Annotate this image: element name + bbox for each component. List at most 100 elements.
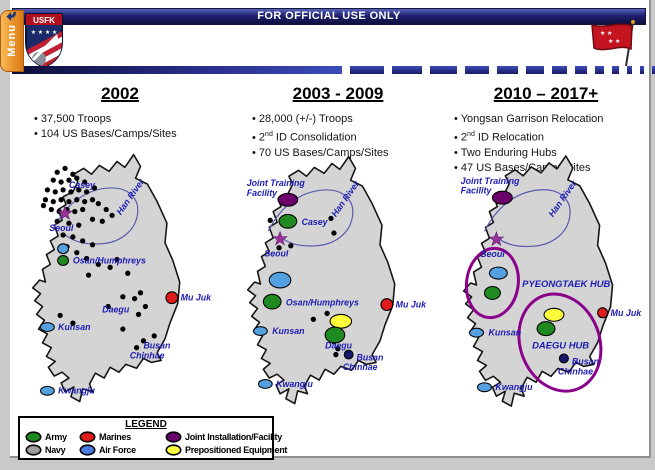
legend-item-label: Navy bbox=[45, 445, 66, 455]
bullet-item: 70 US Bases/Camps/Sites bbox=[252, 146, 438, 161]
timeline-dash bbox=[640, 66, 644, 74]
base-dot bbox=[135, 311, 142, 318]
timeline-dash bbox=[350, 66, 384, 74]
base-dot bbox=[331, 230, 337, 236]
column-title: 2002 bbox=[101, 84, 139, 103]
usfk-logo-text: USFK bbox=[33, 16, 55, 25]
base-dot bbox=[95, 261, 102, 268]
base-dot bbox=[109, 212, 115, 219]
timeline-dash bbox=[652, 66, 655, 74]
prepositioned-marker bbox=[543, 307, 565, 322]
timeline-dash bbox=[465, 66, 489, 74]
timeline-dash bbox=[497, 66, 518, 74]
base-dot bbox=[66, 177, 72, 183]
timeline-dash bbox=[595, 66, 604, 74]
column-2010-2017: 2010 – 2017+ Yongsan Garrison Relocation… bbox=[440, 84, 652, 176]
legend-swatch-icon bbox=[165, 431, 182, 443]
base-dot bbox=[74, 175, 80, 181]
base-dot bbox=[83, 255, 90, 262]
map-label-daegu: Daegu bbox=[102, 304, 130, 314]
base-dot bbox=[324, 310, 330, 317]
timeline-dash bbox=[430, 66, 457, 74]
base-dot bbox=[89, 197, 96, 203]
joint-marker bbox=[277, 192, 299, 207]
base-dot bbox=[72, 208, 78, 215]
bullet-item: Two Enduring Hubs bbox=[454, 146, 652, 161]
base-dot bbox=[44, 187, 51, 193]
base-dot bbox=[80, 206, 86, 213]
legend: LEGEND Army Marines Joint Installation/Fac… bbox=[18, 416, 287, 460]
base-dot bbox=[76, 187, 82, 193]
base-dot bbox=[131, 296, 138, 302]
menu-tab-label: Menu bbox=[6, 24, 18, 57]
army-marker bbox=[483, 285, 501, 300]
seoul-star-icon bbox=[57, 205, 73, 221]
base-dot bbox=[57, 312, 63, 318]
base-dot bbox=[133, 345, 140, 351]
map-label-daegu: Daegu bbox=[325, 341, 353, 351]
map-label-seoul: Seoul bbox=[49, 223, 74, 233]
column-bullets: 28,000 (+/-) Troops2nd ID Consolidation7… bbox=[238, 112, 438, 161]
base-dot bbox=[99, 218, 105, 224]
map-label-busan: Busan bbox=[143, 341, 171, 351]
bullet-item: 2nd ID Consolidation bbox=[252, 127, 438, 146]
timeline-dash bbox=[552, 66, 567, 74]
map-label-chinhae: Chinhae bbox=[558, 366, 593, 376]
four-star-flag: ★ ★ ★ ★ bbox=[591, 20, 635, 67]
base-dot bbox=[54, 169, 60, 175]
base-dot bbox=[60, 187, 66, 193]
army-marker bbox=[262, 293, 282, 310]
legend-item-label: Army bbox=[45, 432, 67, 442]
legend-swatch-icon bbox=[25, 431, 42, 443]
air-force-marker bbox=[257, 379, 273, 389]
hub-circle bbox=[517, 292, 603, 393]
legend-swatch-icon bbox=[79, 444, 96, 456]
base-dot bbox=[151, 333, 157, 339]
flag-stars-2: ★ ★ bbox=[608, 38, 620, 45]
base-dot bbox=[89, 216, 96, 222]
bullet-item: 28,000 (+/-) Troops bbox=[252, 112, 438, 127]
base-dot bbox=[60, 232, 66, 238]
joint-marker bbox=[491, 190, 513, 205]
map-label-kunsan: Kunsan bbox=[58, 322, 91, 332]
korea-map-2002: Casey Han RiverSeoulOsan/HumphreysDaeguMu… bbox=[31, 153, 212, 403]
base-dot bbox=[103, 206, 109, 213]
army-marker bbox=[278, 213, 298, 229]
base-dot bbox=[80, 238, 86, 244]
base-dot bbox=[48, 206, 54, 213]
column-title: 2003 - 2009 bbox=[292, 84, 384, 103]
classification-text: FOR OFFICIAL USE ONLY bbox=[257, 10, 401, 22]
legend-swatch-icon bbox=[25, 444, 42, 456]
air-force-marker bbox=[476, 382, 492, 393]
air-force-marker bbox=[469, 327, 485, 338]
legend-item-marines: Marines bbox=[79, 431, 163, 443]
base-dot bbox=[68, 189, 74, 195]
seoul-star-icon bbox=[488, 231, 505, 247]
legend-item-label: Joint Installation/Facility bbox=[185, 432, 282, 442]
map-label-facility: Facility bbox=[461, 186, 493, 196]
base-dot bbox=[66, 220, 72, 226]
base-dot bbox=[137, 290, 144, 296]
hub-label: DAEGU HUB bbox=[532, 340, 589, 351]
base-dot bbox=[70, 320, 76, 326]
base-dot bbox=[310, 316, 317, 322]
timeline-bar bbox=[12, 66, 342, 74]
menu-tab[interactable]: Menu bbox=[0, 10, 24, 72]
legend-title: LEGEND bbox=[125, 419, 167, 430]
column-title: 2010 – 2017+ bbox=[493, 84, 599, 103]
map-label-joint-training: Joint Training bbox=[461, 176, 520, 186]
army-marker bbox=[324, 326, 346, 344]
map-label-casey: Casey bbox=[69, 180, 96, 190]
map-label-chinhae: Chinhae bbox=[343, 362, 378, 372]
air-force-marker bbox=[57, 243, 70, 255]
prepositioned-marker bbox=[329, 313, 353, 329]
usfk-logo-stars: ★ ★ ★ ★ bbox=[31, 29, 58, 36]
map-label-kwangju: Kwangju bbox=[276, 379, 313, 389]
legend-item-prepositioned-equipment: Prepositioned Equipment bbox=[165, 444, 287, 456]
base-dot bbox=[50, 177, 56, 183]
usfk-shield-logo: USFK ★ ★ ★ ★ bbox=[25, 13, 63, 69]
legend-item-joint-installation-facility: Joint Installation/Facility bbox=[165, 431, 287, 443]
map-label-seoul: Seoul bbox=[481, 249, 506, 259]
air-force-marker bbox=[253, 326, 268, 337]
map-label-busan: Busan bbox=[572, 356, 600, 366]
